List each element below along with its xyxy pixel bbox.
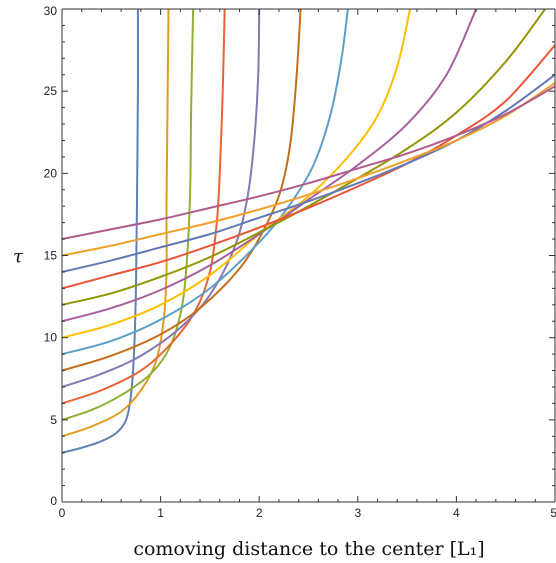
series-line-9 [62,9,478,323]
y-tick-label: 10 [44,331,58,345]
series-line-10 [62,9,546,306]
series-line-7 [62,9,349,356]
series-line-6 [62,9,302,372]
x-tick-label: 0 [59,506,66,520]
series-line-2 [62,9,170,438]
series-line-1 [62,9,139,454]
y-tick-label: 15 [44,249,58,263]
ticks: 0 1 2 3 4 5 0 5 10 15 20 25 30 [44,4,556,520]
series-line-12 [62,73,555,273]
y-tick-label: 0 [50,494,57,508]
x-axis-label: comoving distance to the center [L₁] [133,538,484,560]
x-tick-label: 5 [550,506,556,520]
x-tick-label: 4 [453,506,460,520]
series-line-5 [62,9,261,388]
series-line-8 [62,9,412,339]
y-tick-label: 30 [44,4,58,18]
y-tick-label: 25 [44,84,58,98]
series-line-16 [62,85,555,241]
x-tick-label: 3 [354,506,361,520]
y-tick-label: 20 [44,166,58,180]
plot-lines [62,9,555,454]
series-line-3 [62,9,195,421]
y-axis-label: τ [13,246,24,267]
x-tick-label: 2 [256,506,263,520]
y-tick-label: 5 [50,413,57,427]
series-line-4 [62,9,226,405]
series-line-11 [62,44,555,290]
x-tick-label: 1 [157,506,164,520]
series-line-15 [62,82,555,257]
